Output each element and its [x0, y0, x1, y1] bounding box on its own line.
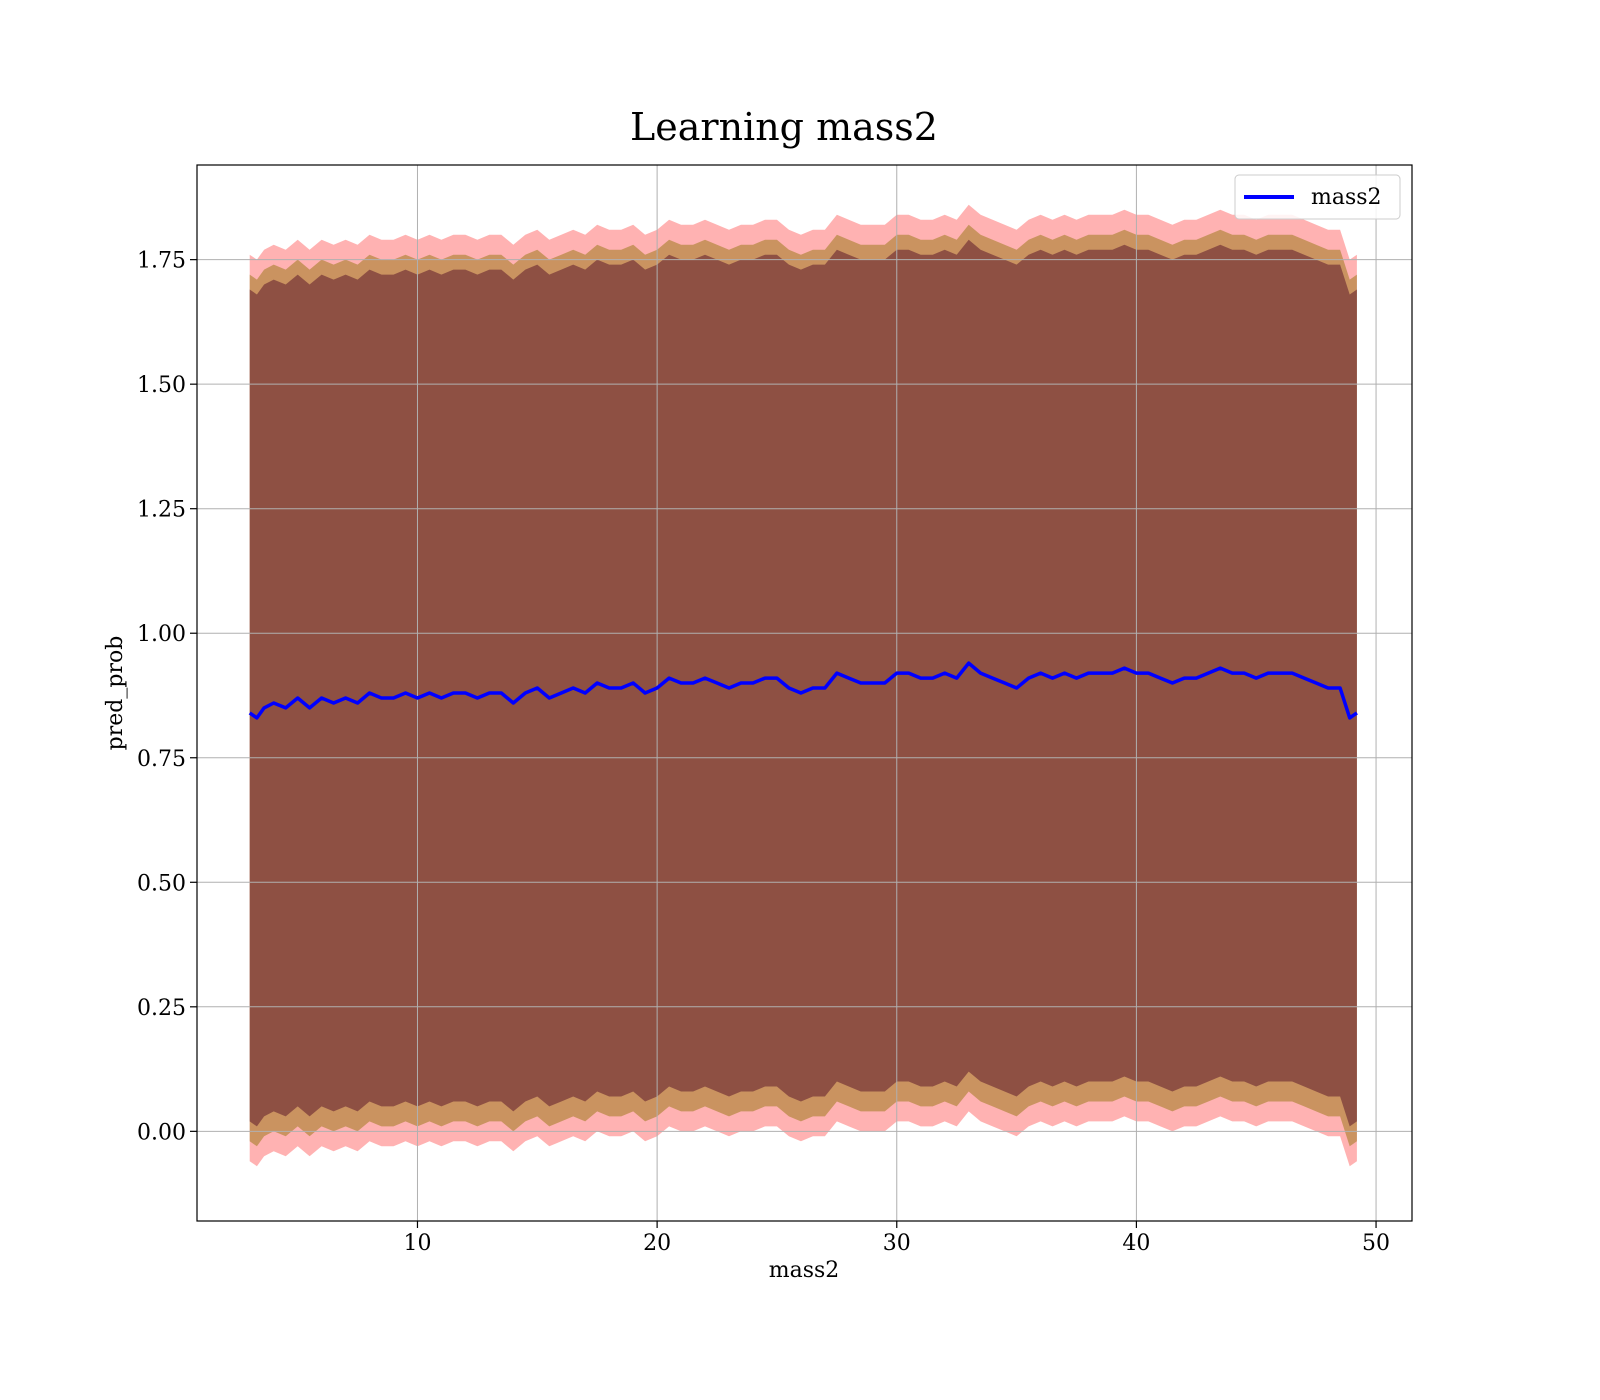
- legend-label-mass2: mass2: [1311, 185, 1382, 210]
- y-tick-label: 1.00: [137, 622, 186, 647]
- confidence-bands: [249, 204, 1357, 1167]
- legend-box: [1234, 174, 1401, 220]
- confidence-band-3: [249, 239, 1357, 1127]
- chart-title: Learning mass2: [630, 105, 938, 149]
- series-line-mass2: [248, 661, 1358, 720]
- x-tick-label: 50: [1362, 1231, 1390, 1256]
- legend: mass2: [1234, 174, 1401, 220]
- series-lines: [248, 661, 1358, 720]
- y-tick-label: 0.00: [137, 1120, 186, 1145]
- x-axis-label: mass2: [769, 1258, 840, 1283]
- x-tick-label: 20: [643, 1231, 671, 1256]
- plot-area-frame: [196, 164, 1413, 1222]
- y-tick-label: 0.25: [137, 996, 186, 1021]
- x-tick-label: 40: [1122, 1231, 1150, 1256]
- grid-lines: [197, 165, 1412, 1221]
- y-tick-label: 0.75: [137, 747, 186, 772]
- y-tick-label: 1.25: [137, 498, 186, 523]
- y-tick-label: 1.75: [137, 249, 186, 274]
- y-tick-label: 0.50: [137, 871, 186, 896]
- x-axis-ticks: 10 20 30 40 50: [403, 1221, 1390, 1256]
- x-tick-label: 10: [403, 1231, 431, 1256]
- y-tick-label: 1.50: [137, 373, 186, 398]
- y-axis-label: pred_prob: [103, 636, 128, 751]
- x-tick-label: 30: [883, 1231, 911, 1256]
- y-axis-ticks: 0.00 0.25 0.50 0.75 1.00 1.25 1.50 1.75: [137, 249, 197, 1145]
